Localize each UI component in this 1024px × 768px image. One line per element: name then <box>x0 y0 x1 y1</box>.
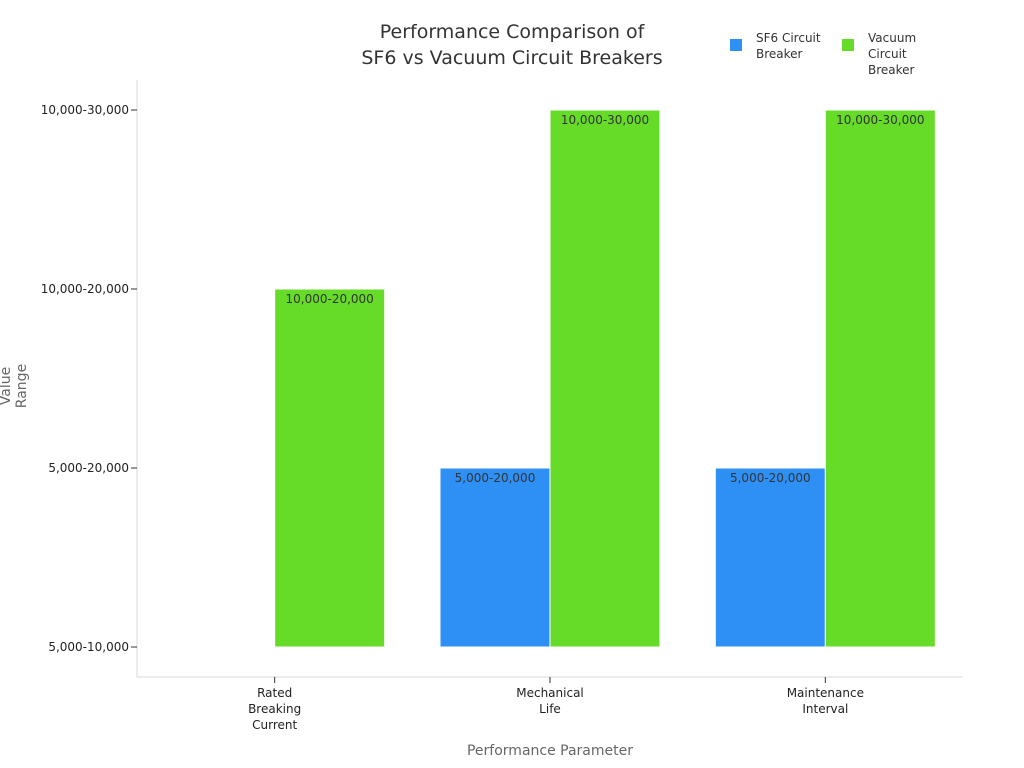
x-tick-label: Mechanical Life <box>516 686 584 716</box>
bar <box>824 109 936 648</box>
legend-swatch-vacuum <box>842 39 854 51</box>
x-axis-title: Performance Parameter <box>466 743 633 759</box>
bar-value-label: 5,000-20,000 <box>730 471 811 485</box>
bar <box>439 467 551 648</box>
bar-value-label: 10,000-20,000 <box>286 292 374 306</box>
bar <box>714 467 826 648</box>
y-tick-label: 10,000-30,000 <box>41 103 129 117</box>
y-tick-label: 5,000-10,000 <box>48 640 129 654</box>
bar <box>549 109 661 648</box>
bar-value-label: 5,000-20,000 <box>455 471 536 485</box>
chart-title-line-2: SF6 vs Vacuum Circuit Breakers <box>361 47 663 69</box>
bar-value-label: 10,000-30,000 <box>561 113 649 127</box>
legend-label-sf6: SF6 Circuit Breaker <box>756 31 821 61</box>
x-tick-label: Rated Breaking Current <box>248 686 301 732</box>
bar <box>274 288 386 648</box>
y-tick-label: 10,000-20,000 <box>41 282 129 296</box>
bar-value-label: 10,000-30,000 <box>836 113 924 127</box>
chart-legend: SF6 Circuit Breaker Vacuum Circuit Break… <box>730 30 954 78</box>
x-tick-label: Maintenance Interval <box>787 686 864 716</box>
chart-title-line-1: Performance Comparison of <box>379 21 645 43</box>
legend-label-vacuum: Vacuum Circuit Breaker <box>868 31 917 77</box>
legend-item-vacuum[interactable]: Vacuum Circuit Breaker <box>842 30 954 78</box>
legend-item-sf6[interactable]: SF6 Circuit Breaker <box>730 30 842 78</box>
legend-swatch-sf6 <box>730 39 742 51</box>
y-tick-label: 5,000-20,000 <box>48 461 129 475</box>
